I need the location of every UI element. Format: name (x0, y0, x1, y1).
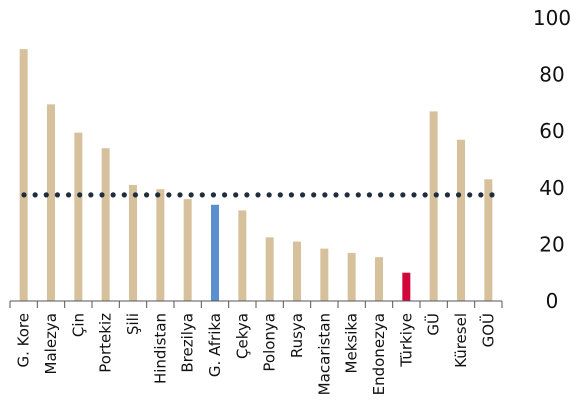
x-tick-label: Brezilya (179, 313, 197, 373)
y-tick-label: 20 (539, 232, 564, 256)
reference-dot (355, 192, 361, 198)
reference-dot (143, 192, 150, 198)
x-tick-label: GÜ (424, 313, 443, 336)
reference-dot (177, 192, 183, 198)
reference-dot (188, 192, 194, 198)
reference-dot (221, 192, 228, 198)
bar-g-kore (19, 49, 28, 301)
reference-dot (433, 192, 439, 198)
x-tick-label: G. Kore (15, 313, 33, 368)
x-tick-label: Türkiye (397, 313, 415, 368)
reference-dot (288, 192, 295, 198)
reference-dot (299, 192, 306, 198)
x-tick-label: Endonezya (370, 313, 388, 395)
y-tick-label: 80 (539, 63, 564, 87)
reference-dot (244, 192, 250, 198)
reference-dot (21, 192, 27, 198)
reference-dot (255, 192, 261, 198)
x-tick-label: Macaristan (315, 313, 333, 395)
reference-dot (233, 192, 239, 198)
reference-dot (377, 192, 384, 198)
reference-dot (389, 192, 395, 198)
reference-dot (411, 192, 417, 198)
reference-dot (132, 192, 139, 198)
x-tick-label: GOÜ (478, 313, 497, 347)
x-tick-label: G. Afrika (206, 313, 224, 377)
bar-küresel (457, 139, 465, 301)
reference-line (21, 192, 495, 198)
reference-dot (65, 192, 72, 198)
x-tick-label: Rusya (288, 313, 306, 358)
x-axis: G. Kore Malezya Çin Portekiz Şili Hindistan Br… (9, 300, 503, 395)
reference-dot (422, 192, 428, 198)
reference-dot (199, 192, 205, 198)
bar-çin (74, 132, 83, 301)
bar-meksika (347, 252, 356, 301)
reference-dot (155, 192, 161, 198)
x-tick-label: Çekya (233, 313, 251, 359)
bar-rusya (293, 241, 301, 301)
reference-dot (489, 192, 495, 198)
bar-çekya (238, 210, 247, 301)
reference-dot (266, 192, 272, 198)
reference-dot (455, 192, 462, 198)
y-tick-label: 0 (546, 289, 559, 313)
bar-gü (429, 111, 438, 301)
reference-dot (467, 192, 473, 198)
x-tick-label: Hindistan (151, 313, 169, 384)
x-tick-label: Portekiz (97, 313, 115, 373)
bar-şili (129, 184, 137, 301)
reference-dot (366, 192, 373, 198)
reference-dot (210, 192, 217, 198)
reference-dot (77, 192, 83, 198)
bar-türkiye (402, 272, 411, 301)
x-tick-label: Çin (69, 313, 87, 337)
x-tick-label: Malezya (42, 313, 60, 374)
bar-polonya (265, 237, 274, 301)
bar-hindistan (156, 189, 165, 301)
reference-dot (344, 192, 350, 198)
bar-g-afrika (211, 204, 219, 301)
reference-dot (121, 192, 127, 198)
reference-dot (444, 192, 451, 198)
y-axis: 0 20 40 60 80 100 (533, 6, 571, 313)
reference-dot (333, 192, 339, 198)
bar-macaristan (320, 248, 329, 301)
x-tick-label: Polonya (261, 313, 279, 372)
reference-dot (32, 192, 38, 198)
reference-dot (478, 192, 484, 198)
reference-dot (54, 192, 61, 198)
x-tick-label: Küresel (452, 313, 470, 368)
y-tick-label: 100 (533, 6, 571, 30)
y-tick-label: 40 (539, 176, 564, 200)
reference-dot (277, 192, 283, 198)
x-tick-label: Şili (124, 313, 142, 335)
reference-dot (110, 192, 116, 198)
reference-dot (400, 192, 406, 198)
reference-dot (166, 192, 172, 198)
bar-malezya (47, 104, 55, 301)
x-tick-label: Meksika (343, 313, 361, 373)
bar-endonezya (375, 257, 383, 301)
bar-portekiz (101, 148, 110, 301)
reference-dot (322, 192, 328, 198)
reference-dot (43, 192, 49, 198)
y-tick-label: 60 (539, 119, 564, 143)
reference-dot (88, 192, 94, 198)
bars-layer (19, 49, 493, 301)
reference-dot (311, 192, 317, 198)
bar-goü (484, 179, 493, 301)
reference-dot (99, 192, 105, 198)
bar-brezilya (183, 199, 192, 301)
